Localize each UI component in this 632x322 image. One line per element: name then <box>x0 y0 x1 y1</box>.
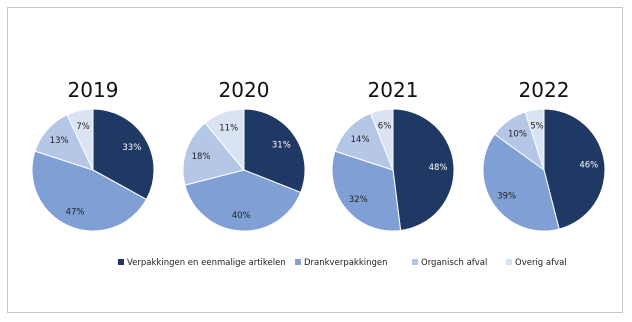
legend-item: Verpakkingen en eenmalige artikelen <box>118 258 286 268</box>
data-label: 40% <box>232 211 251 221</box>
pie-slice <box>543 108 606 230</box>
data-label: 31% <box>272 141 291 151</box>
data-label: 14% <box>351 135 370 145</box>
pie-slice <box>182 122 245 186</box>
data-label: 11% <box>219 124 238 134</box>
pie-group-2020: 2020 31% 40% 18% 11% <box>182 78 306 232</box>
legend-swatch <box>412 259 418 265</box>
pie-title: 2019 <box>68 78 119 102</box>
data-label: 46% <box>579 160 598 170</box>
pie-slice <box>184 169 302 232</box>
pie-group-2022: 2022 46% 39% 10%5% <box>482 78 606 232</box>
pie-group-2019: 2019 33% 47% 13% 7% <box>31 78 155 232</box>
legend-item: Drankverpakkingen <box>295 258 388 268</box>
data-label: 48% <box>429 163 448 173</box>
pie-slice <box>369 108 394 171</box>
legend: Verpakkingen en eenmalige artikelen Drank… <box>118 258 567 268</box>
pie-slice <box>92 108 155 201</box>
pie-slice <box>331 150 402 232</box>
pie-slice <box>334 112 394 171</box>
pie-title: 2020 <box>219 78 270 102</box>
data-label: 5% <box>530 121 544 131</box>
pie-slice <box>31 150 148 232</box>
data-label: 7% <box>76 122 90 132</box>
legend-item: Overig afval <box>506 258 567 268</box>
pie-group-2021: 2021 48% 32% 14% 6% <box>331 78 455 232</box>
legend-swatch <box>506 259 512 265</box>
data-label: 33% <box>122 143 141 153</box>
legend-label: Organisch afval <box>421 258 487 268</box>
data-label: 47% <box>66 207 85 217</box>
data-label: 6% <box>378 122 392 132</box>
legend-label: Verpakkingen en eenmalige artikelen <box>127 258 286 268</box>
legend-item: Organisch afval <box>412 258 487 268</box>
pie-slice <box>66 108 94 171</box>
pie-slice <box>204 108 245 172</box>
data-label: 18% <box>192 152 211 162</box>
pie-title: 2021 <box>368 78 419 102</box>
legend-swatch <box>118 259 124 265</box>
data-label: 39% <box>497 191 516 201</box>
legend-swatch <box>295 259 301 265</box>
data-label: 13% <box>50 136 69 146</box>
legend-label: Overig afval <box>515 258 567 268</box>
pie-slice <box>524 108 545 171</box>
legend-label: Drankverpakkingen <box>304 258 388 268</box>
pie-title: 2022 <box>519 78 570 102</box>
data-label: 32% <box>349 195 368 205</box>
pie-slice <box>392 108 455 232</box>
data-label: 10% <box>508 129 527 139</box>
pie-slice <box>243 108 306 194</box>
pie-slice <box>482 133 560 232</box>
